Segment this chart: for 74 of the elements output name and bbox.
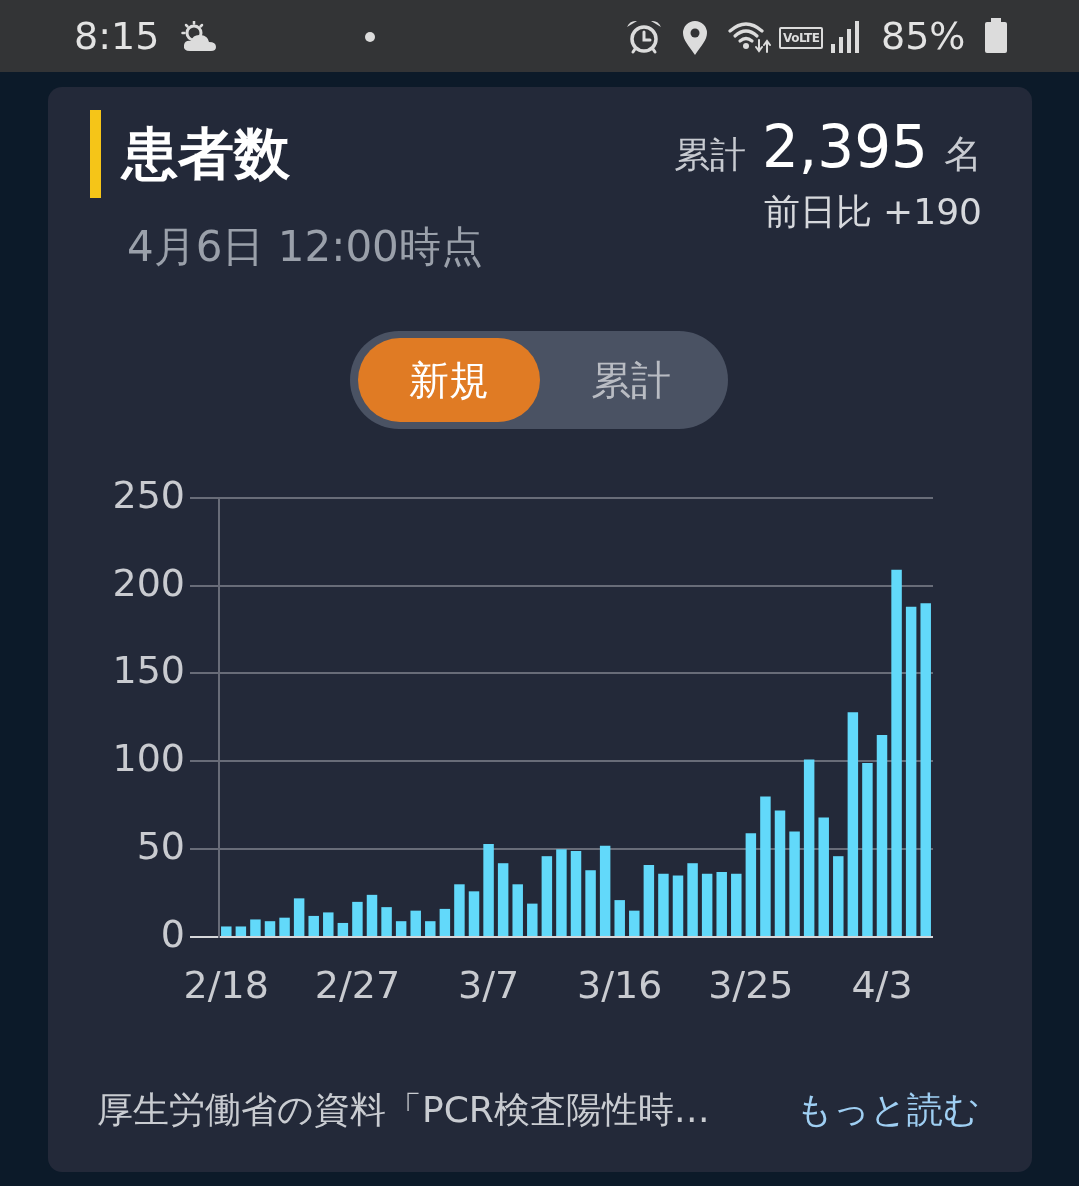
text: 前日比 +190	[763, 191, 982, 232]
text: 85%	[881, 14, 966, 58]
bar	[920, 603, 931, 936]
bar	[512, 884, 523, 936]
text: 2,395	[761, 113, 928, 181]
bar	[352, 901, 363, 936]
bar	[483, 843, 494, 936]
bar	[425, 921, 436, 936]
bar	[701, 873, 713, 936]
bar	[221, 926, 232, 936]
badge: VoLTE	[779, 27, 824, 49]
bar	[235, 926, 247, 936]
bar	[454, 884, 465, 936]
text: もっと読む	[796, 1089, 980, 1130]
bar	[745, 833, 757, 936]
text: 8:15	[74, 14, 160, 58]
bar	[789, 831, 800, 936]
bar	[556, 849, 567, 936]
x-tick-label: 2/27	[314, 962, 401, 1007]
text: 名	[944, 132, 982, 176]
bar	[876, 734, 888, 936]
chart-title: 患者数	[122, 121, 290, 186]
x-tick-label: 2/18	[183, 962, 269, 1007]
bar	[891, 569, 902, 936]
bar	[439, 908, 451, 936]
bar	[381, 907, 392, 936]
bar	[250, 919, 261, 936]
bar	[643, 864, 655, 936]
bar	[862, 763, 873, 936]
y-tick-label: 0	[160, 911, 185, 956]
bar	[847, 712, 859, 936]
bar	[585, 870, 596, 936]
bar	[833, 856, 844, 936]
bar	[803, 759, 815, 936]
y-tick-label: 150	[112, 648, 185, 693]
y-tick-label: 200	[112, 560, 185, 605]
x-tick-label: 3/25	[708, 962, 794, 1007]
bar	[541, 856, 553, 936]
segment[interactable]: 累計	[540, 338, 722, 422]
bar	[774, 810, 786, 936]
bar	[731, 873, 742, 936]
text: 厚生労働省の資料「PCR検査陽性時…	[97, 1089, 710, 1130]
bar	[337, 922, 349, 936]
bar	[629, 910, 640, 936]
bar	[818, 817, 829, 936]
bar	[614, 900, 625, 936]
bar	[497, 863, 509, 936]
bar	[527, 903, 538, 936]
y-tick-label: 250	[112, 472, 185, 517]
text: 累計	[673, 134, 746, 175]
bar	[658, 873, 669, 936]
bar	[599, 845, 611, 936]
bar	[760, 796, 771, 936]
bar	[308, 915, 319, 936]
x-tick-label: 3/16	[577, 962, 663, 1007]
y-tick-label: 50	[136, 824, 185, 869]
x-tick-label: 3/7	[457, 962, 520, 1007]
bar	[468, 891, 480, 936]
y-tick-label: 100	[112, 736, 185, 781]
chart-subtitle: 4月6日 12:00時点	[127, 222, 483, 271]
bar	[293, 898, 305, 936]
bar	[410, 910, 421, 936]
bar	[687, 863, 698, 936]
bar	[366, 894, 378, 936]
bar	[570, 850, 582, 936]
x-tick-label: 4/3	[851, 962, 913, 1007]
selected-segment[interactable]: 新規	[358, 338, 540, 422]
bar	[672, 875, 684, 936]
bar	[395, 921, 407, 936]
bar	[279, 917, 290, 936]
bar	[716, 872, 727, 936]
bar	[264, 921, 276, 936]
bar	[905, 606, 917, 936]
bar	[323, 912, 334, 936]
